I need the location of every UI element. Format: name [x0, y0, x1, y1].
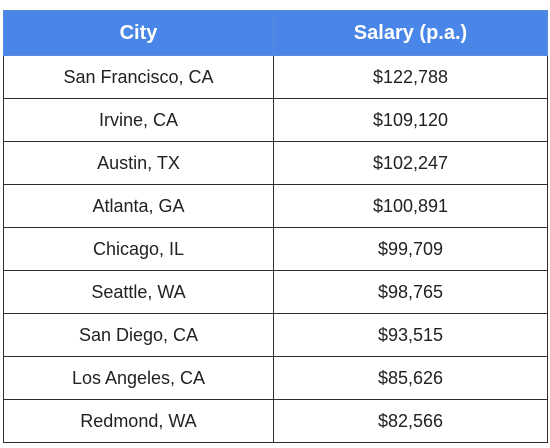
table-row: Los Angeles, CA $85,626: [3, 356, 548, 400]
salary-cell: $93,515: [273, 313, 548, 357]
city-cell: San Diego, CA: [3, 313, 274, 357]
table-row: Irvine, CA $109,120: [3, 98, 548, 142]
salary-cell: $102,247: [273, 141, 548, 185]
salary-cell: $98,765: [273, 270, 548, 314]
salary-cell: $109,120: [273, 98, 548, 142]
salary-cell: $99,709: [273, 227, 548, 271]
table-row: Seattle, WA $98,765: [3, 270, 548, 314]
salary-cell: $122,788: [273, 55, 548, 99]
salary-cell: $100,891: [273, 184, 548, 228]
table-body: San Francisco, CA $122,788 Irvine, CA $109,…: [3, 55, 548, 443]
salary-cell: $82,566: [273, 399, 548, 443]
table-row: San Diego, CA $93,515: [3, 313, 548, 357]
table-header: City Salary (p.a.): [3, 10, 548, 56]
city-cell: Irvine, CA: [3, 98, 274, 142]
table-row: Atlanta, GA $100,891: [3, 184, 548, 228]
table-row: San Francisco, CA $122,788: [3, 55, 548, 99]
column-header-city: City: [3, 10, 274, 56]
city-cell: San Francisco, CA: [3, 55, 274, 99]
city-cell: Seattle, WA: [3, 270, 274, 314]
salary-cell: $85,626: [273, 356, 548, 400]
table-row: Austin, TX $102,247: [3, 141, 548, 185]
salary-table: City Salary (p.a.) San Francisco, CA $122…: [3, 10, 548, 443]
city-cell: Atlanta, GA: [3, 184, 274, 228]
city-cell: Redmond, WA: [3, 399, 274, 443]
salary-table-container: City Salary (p.a.) San Francisco, CA $122…: [3, 10, 548, 443]
city-cell: Austin, TX: [3, 141, 274, 185]
table-row: Chicago, IL $99,709: [3, 227, 548, 271]
city-cell: Los Angeles, CA: [3, 356, 274, 400]
city-cell: Chicago, IL: [3, 227, 274, 271]
table-row: Redmond, WA $82,566: [3, 399, 548, 443]
header-row: City Salary (p.a.): [3, 10, 548, 56]
column-header-salary: Salary (p.a.): [273, 10, 548, 56]
